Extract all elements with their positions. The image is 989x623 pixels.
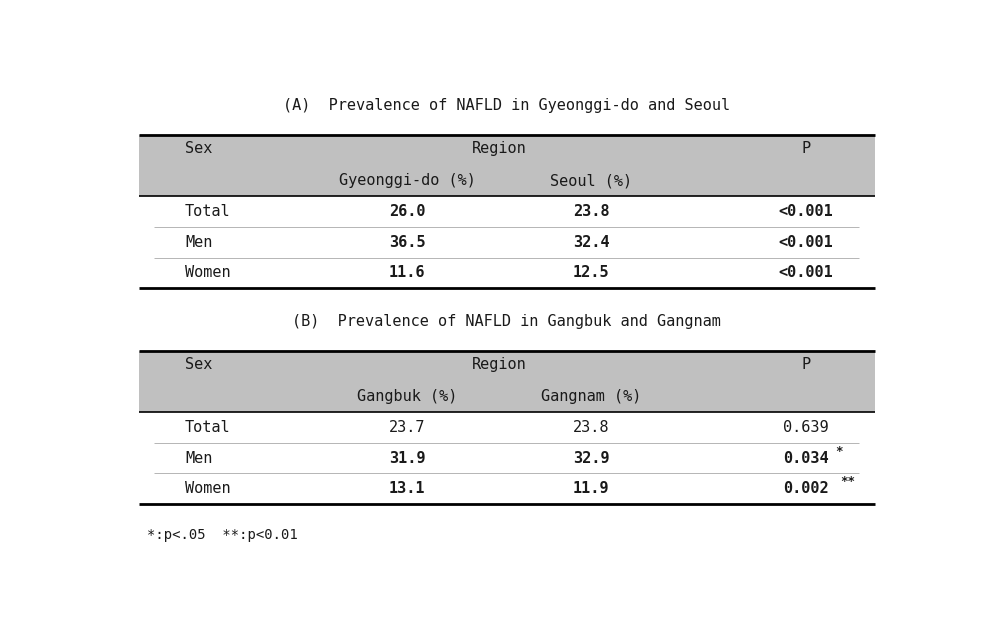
- Text: Total: Total: [185, 420, 230, 435]
- Text: 36.5: 36.5: [389, 235, 425, 250]
- Text: <0.001: <0.001: [778, 204, 833, 219]
- Text: Gangbuk (%): Gangbuk (%): [357, 389, 457, 404]
- Text: *:p<.05  **:p<0.01: *:p<.05 **:p<0.01: [146, 528, 298, 542]
- Text: Women: Women: [185, 265, 230, 280]
- Text: 12.5: 12.5: [573, 265, 609, 280]
- Bar: [138, 351, 875, 412]
- Text: 23.8: 23.8: [573, 420, 609, 435]
- Text: <0.001: <0.001: [778, 265, 833, 280]
- Text: Men: Men: [185, 450, 213, 465]
- Text: 23.8: 23.8: [573, 204, 609, 219]
- Text: 13.1: 13.1: [389, 481, 425, 497]
- Text: 11.9: 11.9: [573, 481, 609, 497]
- Text: Total: Total: [185, 204, 230, 219]
- Text: 26.0: 26.0: [389, 204, 425, 219]
- Text: 31.9: 31.9: [389, 450, 425, 465]
- Text: (A)  Prevalence of NAFLD in Gyeonggi-do and Seoul: (A) Prevalence of NAFLD in Gyeonggi-do a…: [283, 98, 731, 113]
- Text: **: **: [841, 475, 855, 488]
- Text: Sex: Sex: [185, 357, 213, 372]
- Bar: [138, 412, 875, 504]
- Text: *: *: [835, 445, 843, 458]
- Text: 0.002: 0.002: [783, 481, 829, 497]
- Text: P: P: [801, 141, 810, 156]
- Text: 0.639: 0.639: [783, 420, 829, 435]
- Text: Men: Men: [185, 235, 213, 250]
- Text: P: P: [801, 357, 810, 372]
- Text: Women: Women: [185, 481, 230, 497]
- Text: Region: Region: [472, 357, 526, 372]
- Text: (B)  Prevalence of NAFLD in Gangbuk and Gangnam: (B) Prevalence of NAFLD in Gangbuk and G…: [293, 315, 721, 330]
- Bar: [138, 135, 875, 196]
- Text: Seoul (%): Seoul (%): [550, 173, 632, 188]
- Text: 32.4: 32.4: [573, 235, 609, 250]
- Text: 0.034: 0.034: [783, 450, 829, 465]
- Text: Gangnam (%): Gangnam (%): [541, 389, 641, 404]
- Text: 23.7: 23.7: [389, 420, 425, 435]
- Text: Gyeonggi-do (%): Gyeonggi-do (%): [339, 173, 476, 188]
- Text: 32.9: 32.9: [573, 450, 609, 465]
- Text: 11.6: 11.6: [389, 265, 425, 280]
- Text: Region: Region: [472, 141, 526, 156]
- Bar: [138, 196, 875, 288]
- Text: Sex: Sex: [185, 141, 213, 156]
- Text: <0.001: <0.001: [778, 235, 833, 250]
